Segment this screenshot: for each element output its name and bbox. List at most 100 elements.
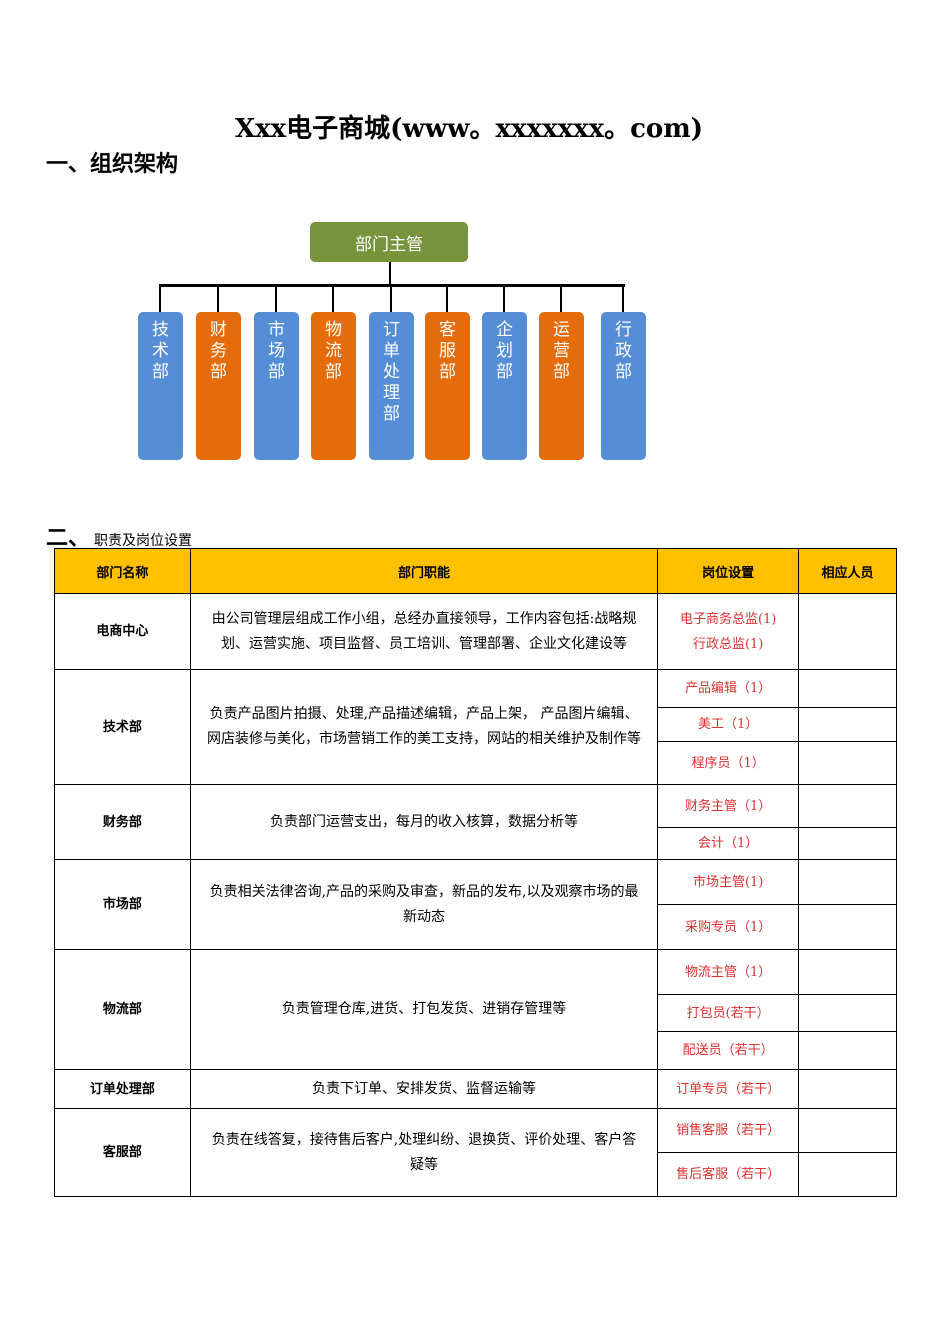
- document-title: Xxx电子商城(www。xxxxxxx。com): [234, 114, 704, 144]
- staff-cell[interactable]: [798, 784, 897, 828]
- dept-duty-cell: 负责产品图片拍摄、处理,产品描述编辑，产品上架， 产品图片编辑、网店装修与美化，…: [189, 669, 659, 785]
- position-cell: 电子商务总监(1) 行政总监(1): [657, 593, 800, 670]
- position-label: 销售客服（若干）: [676, 1123, 781, 1138]
- staff-cell[interactable]: [798, 994, 897, 1032]
- position-cell: 配送员（若干）: [657, 1031, 800, 1070]
- position-cell: 订单专员（若干）: [657, 1069, 800, 1109]
- position-cell: 财务主管（1）: [657, 784, 800, 828]
- org-connector: [159, 284, 625, 287]
- position-label: 物流主管（1）: [685, 964, 772, 980]
- section-number: 二、: [46, 525, 91, 551]
- dept-duty-cell: 负责管理仓库,进货、打包发货、进销存管理等: [189, 949, 659, 1070]
- org-dept-box: 技术部: [138, 312, 183, 460]
- staff-cell[interactable]: [798, 1108, 897, 1153]
- staff-cell[interactable]: [798, 904, 897, 950]
- table-row: 采购专员（1）: [55, 904, 897, 950]
- position-label: 会计（1）: [698, 836, 759, 851]
- org-connector: [159, 285, 161, 312]
- staff-cell[interactable]: [798, 593, 897, 670]
- dept-name-cell: 订单处理部: [54, 1069, 191, 1109]
- staff-cell[interactable]: [798, 859, 897, 905]
- org-connector: [275, 285, 277, 312]
- org-connector: [622, 285, 624, 312]
- position-cell: 会计（1）: [657, 827, 800, 860]
- position-cell: 物流主管（1）: [657, 949, 800, 995]
- dept-name-cell: 市场部: [54, 859, 191, 950]
- org-dept-box: 企划部: [482, 312, 527, 460]
- dept-duty-cell: 负责相关法律咨询,产品的采购及审查，新品的发布,以及观察市场的最新动态: [189, 859, 659, 950]
- position-label: 程序员（1）: [691, 755, 765, 771]
- org-connector: [332, 285, 334, 312]
- position-cell: 程序员（1）: [657, 741, 800, 785]
- org-connector: [389, 262, 391, 285]
- dept-name-cell: 技术部: [54, 669, 191, 785]
- dept-name-cell: 财务部: [54, 784, 191, 860]
- position-label: 美工（1）: [698, 717, 759, 732]
- staff-cell[interactable]: [798, 669, 897, 708]
- table-row: 财务部 负责部门运营支出，每月的收入核算，数据分析等 财务主管（1）: [54, 784, 897, 860]
- table-row: 电商中心 由公司管理层组成工作小组，总经办直接领导，工作内容包括:战略规划、运营实…: [54, 593, 897, 670]
- position-label: 订单专员（若干）: [676, 1081, 781, 1097]
- table-row: 客服部 负责在线答复，接待售后客户,处理纠纷、退换货、评价处理、客户答疑等 销售客服…: [54, 1108, 897, 1197]
- position-label: 采购专员（1）: [685, 919, 772, 935]
- table-row: 售后客服（若干）: [55, 1152, 897, 1197]
- staff-cell[interactable]: [798, 949, 897, 995]
- dept-name-cell: 物流部: [54, 949, 191, 1070]
- staff-cell[interactable]: [798, 1069, 897, 1109]
- position-label: 售后客服（若干）: [676, 1167, 781, 1182]
- position-cell: 美工（1）: [657, 707, 800, 742]
- table-row: 市场部 负责相关法律咨询,产品的采购及审查，新品的发布,以及观察市场的最新动态 市场…: [54, 859, 897, 950]
- header-positions: 岗位设置: [657, 548, 800, 594]
- org-dept-box: 市场部: [254, 312, 299, 460]
- table-row: 物流部 负责管理仓库,进货、打包发货、进销存管理等 物流主管（1）: [54, 949, 897, 1070]
- table-row: 技术部 负责产品图片拍摄、处理,产品描述编辑，产品上架， 产品图片编辑、网店装修与…: [54, 669, 897, 785]
- position-label: 打包员(若干）: [686, 1005, 770, 1021]
- staff-cell[interactable]: [798, 1152, 897, 1197]
- org-dept-box: 客服部: [425, 312, 470, 460]
- dept-duty-cell: 负责在线答复，接待售后客户,处理纠纷、退换货、评价处理、客户答疑等: [189, 1108, 659, 1197]
- position-cell: 市场主管(1): [657, 859, 800, 905]
- dept-duty-cell: 负责部门运营支出，每月的收入核算，数据分析等: [189, 784, 659, 860]
- org-dept-box: 财务部: [196, 312, 241, 460]
- org-dept-box: 行政部: [601, 312, 646, 460]
- table-row: 美工（1）: [55, 707, 897, 742]
- duties-table: 部门名称 部门职能 岗位设置 相应人员 电商中心 由公司管理层组成工作小组，总经办…: [54, 548, 897, 1197]
- position-label: 市场主管(1): [692, 874, 764, 890]
- staff-cell[interactable]: [798, 827, 897, 860]
- dept-name-cell: 客服部: [54, 1108, 191, 1197]
- section-label: 职责及岗位设置: [94, 533, 193, 549]
- staff-cell[interactable]: [798, 707, 897, 742]
- table-row: 订单处理部 负责下订单、安排发货、监督运输等 订单专员（若干）: [54, 1069, 897, 1109]
- table-row: 配送员（若干）: [55, 1031, 897, 1070]
- org-connector: [503, 285, 505, 312]
- section-heading-org: 一、组织架构: [46, 151, 179, 177]
- dept-duty-cell: 由公司管理层组成工作小组，总经办直接领导，工作内容包括:战略规划、运营实施、项目…: [189, 593, 659, 670]
- section-heading-duties: 二、 职责及岗位设置: [46, 520, 192, 552]
- org-connector: [446, 285, 448, 312]
- position-label: 产品编辑（1）: [685, 681, 772, 696]
- position-label: 财务主管（1）: [685, 798, 772, 814]
- header-dept-duty: 部门职能: [189, 548, 659, 594]
- position-cell: 销售客服（若干）: [657, 1108, 800, 1153]
- org-dept-box: 运营部: [539, 312, 584, 460]
- staff-cell[interactable]: [798, 1031, 897, 1070]
- org-connector: [390, 285, 392, 312]
- position-label: 电子商务总监(1): [679, 611, 777, 627]
- position-cell: 产品编辑（1）: [657, 669, 800, 708]
- org-connector: [560, 285, 562, 312]
- dept-duty-cell: 负责下订单、安排发货、监督运输等: [189, 1069, 659, 1109]
- org-connector: [217, 285, 219, 312]
- header-staff: 相应人员: [798, 548, 897, 594]
- position-cell: 打包员(若干）: [657, 994, 800, 1032]
- staff-cell[interactable]: [798, 741, 897, 785]
- header-dept-name: 部门名称: [54, 548, 191, 594]
- dept-name-cell: 电商中心: [54, 593, 191, 670]
- position-label: 行政总监(1): [692, 636, 764, 652]
- org-root-box: 部门主管: [310, 222, 468, 262]
- org-dept-box: 订单处理部: [369, 312, 414, 460]
- position-cell: 采购专员（1）: [657, 904, 800, 950]
- position-cell: 售后客服（若干）: [657, 1152, 800, 1197]
- org-dept-box: 物流部: [311, 312, 356, 460]
- position-label: 配送员（若干）: [682, 1043, 774, 1058]
